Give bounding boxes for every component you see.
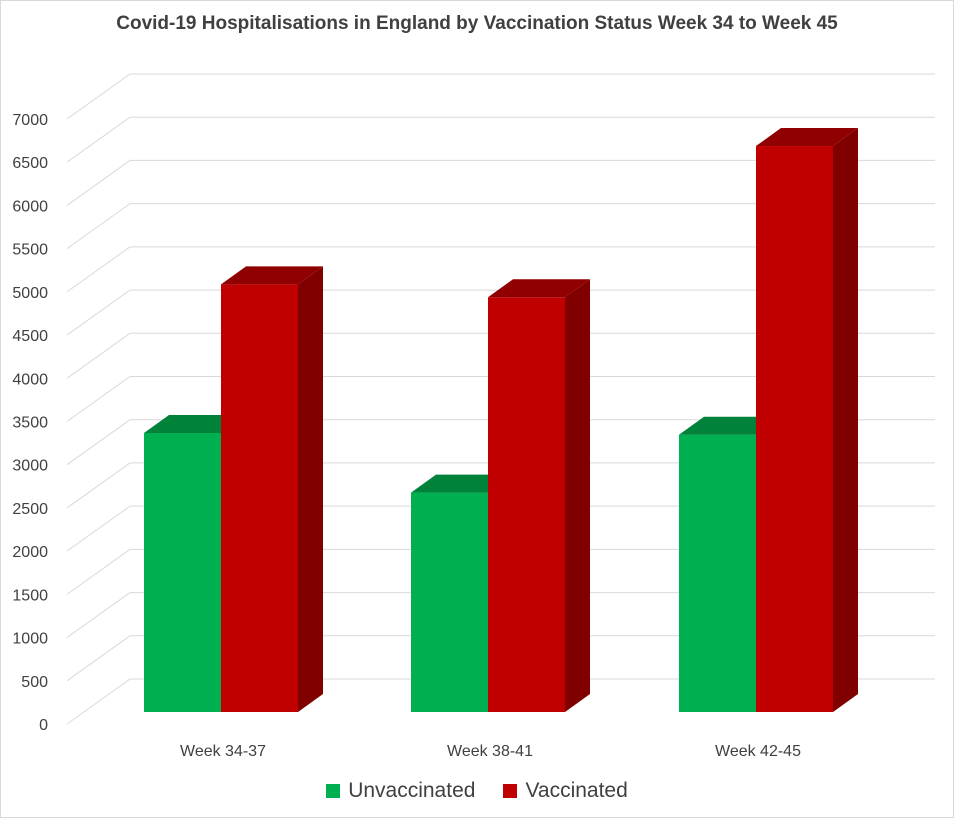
gridline-diagonal [66,160,131,206]
bar-front [144,432,221,712]
bar-side [565,279,590,712]
y-tick-label: 3500 [12,415,48,432]
y-tick-label: 0 [39,717,48,734]
legend-item-unvaccinated: Unvaccinated [326,779,475,803]
legend-swatch-vaccinated [503,784,518,798]
bar-top [221,266,323,285]
legend: Unvaccinated Vaccinated [0,779,954,803]
bar-front [488,297,565,712]
x-category-label: Week 42-45 [715,743,801,760]
gridline-diagonal [66,635,131,682]
y-tick-label: 5500 [12,242,48,259]
y-tick-label: 4000 [12,371,48,388]
gridline-diagonal [66,246,131,293]
gridline-diagonal [66,116,131,163]
bar-vaccinated-3 [756,128,858,712]
y-axis-ticks: 0 500 1000 1500 2000 2500 3000 3500 4000 4500 5000… [12,112,48,734]
gridline-diagonal [66,332,131,379]
legend-label-unvaccinated: Unvaccinated [348,779,476,802]
x-category-label: Week 34-37 [180,743,266,760]
gridline-diagonal [66,548,131,595]
gridline-diagonal [66,678,131,725]
bar-side [298,266,323,712]
bar-side [833,128,858,712]
y-tick-label: 7000 [12,112,48,129]
legend-item-vaccinated: Vaccinated [503,779,628,803]
chart-title: Covid-19 Hospitalisations in England by … [116,13,838,34]
y-tick-label: 3000 [12,458,48,475]
bars [144,128,858,712]
gridline-diagonal [66,376,131,422]
y-tick-label: 4500 [12,328,48,345]
y-tick-label: 5000 [12,285,48,302]
bar-top [756,128,858,147]
y-tick-label: 6000 [12,198,48,215]
bar-front [221,284,298,712]
bar-top [144,414,246,433]
legend-label-vaccinated: Vaccinated [525,779,628,802]
gridline-diagonal [66,592,131,638]
gridline-diagonal [66,462,131,509]
bar-front [411,492,488,712]
bar-front [756,146,833,712]
gridline-diagonal [66,203,131,250]
gridline-diagonal [66,505,131,552]
bar-vaccinated-1 [221,266,323,712]
gridline-diagonal [66,73,131,120]
bar-top [411,474,513,493]
bar-top [679,416,781,435]
gridline-diagonal [66,419,131,466]
bar-front [679,434,756,712]
bar-top [488,279,590,298]
x-category-label: Week 38-41 [447,743,533,760]
bar-vaccinated-2 [488,279,590,712]
gridline-diagonal [66,289,131,336]
y-tick-label: 1500 [12,587,48,604]
y-tick-label: 500 [21,674,48,691]
y-tick-label: 1000 [12,631,48,648]
y-tick-label: 2500 [12,501,48,518]
y-tick-label: 2000 [12,544,48,561]
legend-swatch-unvaccinated [326,784,341,798]
y-tick-label: 6500 [12,155,48,172]
x-axis-categories: Week 34-37 Week 38-41 Week 42-45 [180,743,801,760]
